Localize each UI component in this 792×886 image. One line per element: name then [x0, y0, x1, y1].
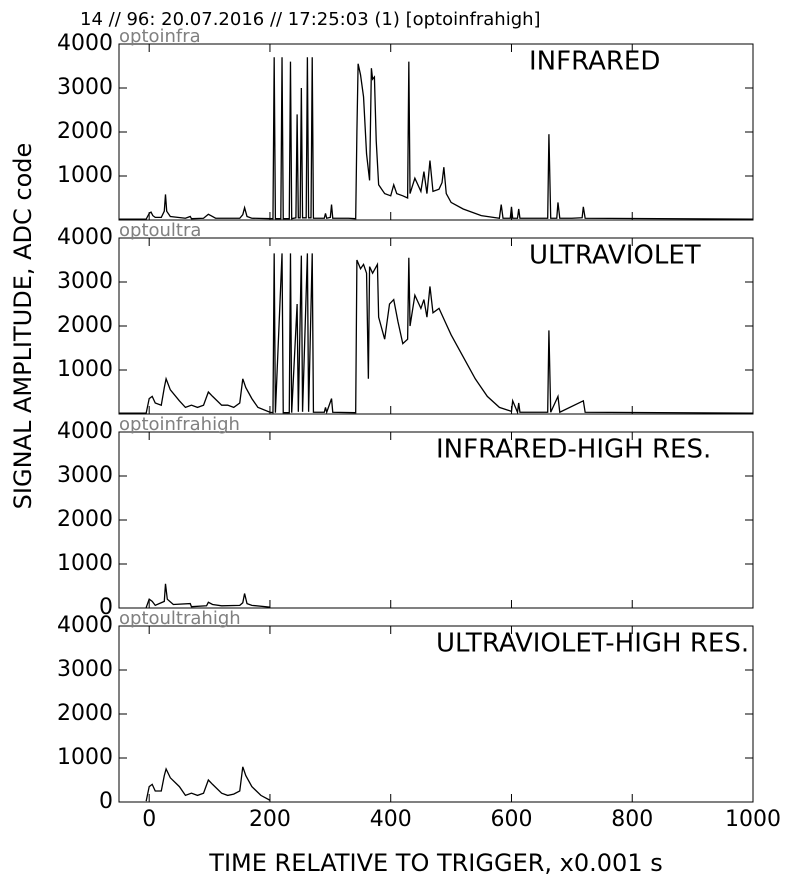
x-tick-label: 800	[611, 807, 653, 832]
x-tick-label: 200	[249, 807, 291, 832]
y-tick-label: 1000	[57, 357, 113, 382]
y-tick-label: 2000	[57, 313, 113, 338]
y-tick-label: 0	[99, 595, 113, 620]
x-tick-label: 0	[142, 807, 156, 832]
y-tick-label: 3000	[57, 657, 113, 682]
y-tick-label: 1000	[57, 745, 113, 770]
y-tick-label: 2000	[57, 507, 113, 532]
panel-annotation: ULTRAVIOLET	[529, 241, 701, 271]
panel-subtitle: optoultrahigh	[119, 608, 241, 629]
panel-annotation: ULTRAVIOLET-HIGH RES.	[436, 629, 749, 659]
figure-title: 14 // 96: 20.07.2016 // 17:25:03 (1) [op…	[80, 9, 541, 30]
panel-subtitle: optoultra	[119, 220, 201, 241]
signal-line	[119, 253, 754, 415]
y-tick-label: 1000	[57, 551, 113, 576]
y-tick-label: 2000	[57, 119, 113, 144]
y-tick-label: 3000	[57, 269, 113, 294]
y-axis-label: SIGNAL AMPLITUDE, ADC code	[9, 143, 37, 510]
x-tick-label: 600	[490, 807, 532, 832]
y-tick-label: 3000	[57, 463, 113, 488]
x-axis-label: TIME RELATIVE TO TRIGGER, x0.001 s	[208, 849, 662, 877]
y-tick-label: 4000	[57, 613, 113, 638]
y-tick-label: 4000	[57, 31, 113, 56]
y-tick-label: 3000	[57, 75, 113, 100]
y-tick-label: 1000	[57, 163, 113, 188]
panel-annotation: INFRARED	[529, 47, 660, 77]
y-tick-label: 0	[99, 789, 113, 814]
signal-line	[119, 57, 754, 220]
signal-line	[145, 583, 271, 608]
x-tick-label: 400	[370, 807, 412, 832]
panel-subtitle: optoinfra	[119, 26, 201, 47]
y-tick-label: 4000	[57, 225, 113, 250]
y-tick-label: 4000	[57, 419, 113, 444]
panel-subtitle: optoinfrahigh	[119, 414, 240, 435]
x-tick-label: 1000	[725, 807, 781, 832]
panel-annotation: INFRARED-HIGH RES.	[436, 435, 711, 465]
signal-line	[145, 766, 271, 802]
y-tick-label: 2000	[57, 701, 113, 726]
